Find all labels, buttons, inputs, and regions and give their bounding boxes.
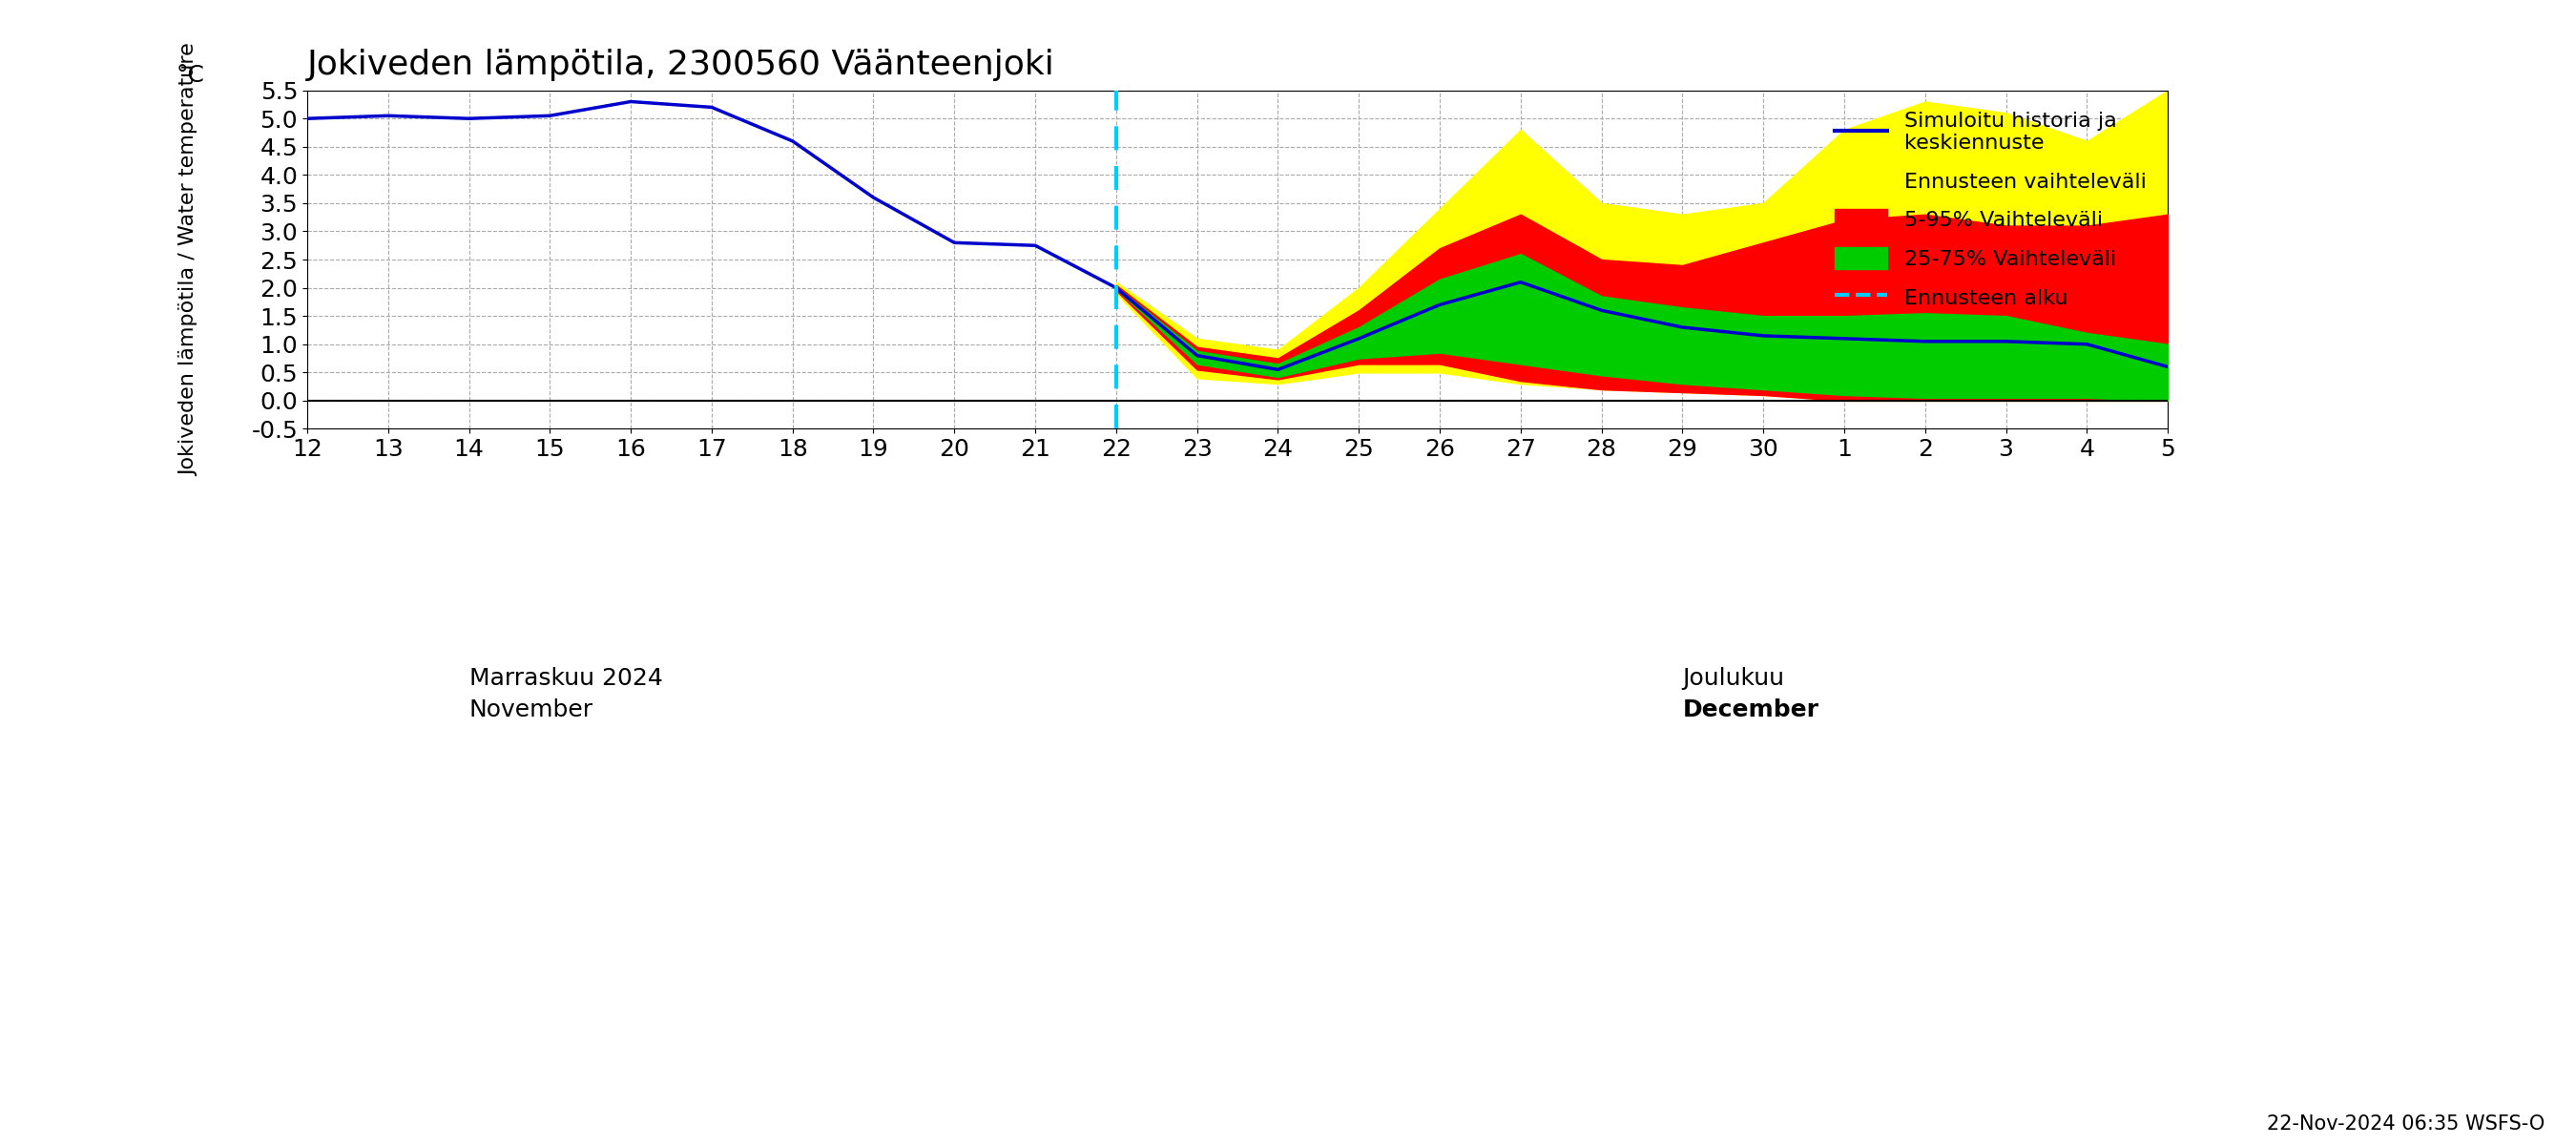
Y-axis label: Jokiveden lämpötila / Water temperature: Jokiveden lämpötila / Water temperature (180, 44, 198, 476)
Text: Jokiveden lämpötila, 2300560 Väänteenjoki: Jokiveden lämpötila, 2300560 Väänteenjok… (307, 48, 1056, 81)
Legend: Simuloitu historia ja
keskiennuste, Ennusteen vaihteleväli, 5-95% Vaihteleväli, : Simuloitu historia ja keskiennuste, Ennu… (1824, 101, 2156, 318)
Text: 22-Nov-2024 06:35 WSFS-O: 22-Nov-2024 06:35 WSFS-O (2267, 1114, 2545, 1134)
Text: Joulukuu: Joulukuu (1682, 668, 1785, 690)
Text: November: November (469, 698, 592, 721)
Text: Marraskuu 2024: Marraskuu 2024 (469, 668, 662, 690)
Text: °C: °C (175, 64, 206, 87)
Text: December: December (1682, 698, 1819, 721)
